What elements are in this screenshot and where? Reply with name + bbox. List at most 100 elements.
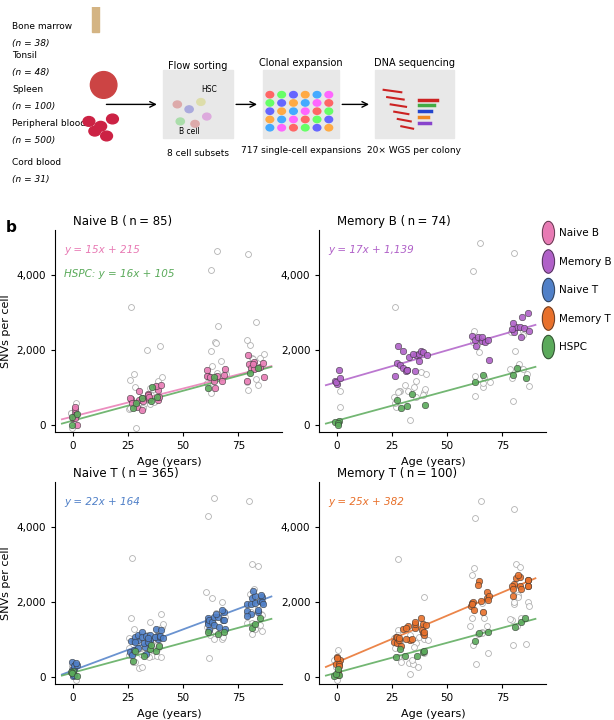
Point [128,657,138,668]
Point [138,402,147,413]
Point [403,620,413,631]
Point [404,657,414,669]
Point [402,364,412,376]
Point [203,510,212,522]
Circle shape [301,100,309,106]
Point [395,402,405,414]
Point [476,495,486,507]
Point [472,658,481,670]
Point [68,666,77,678]
Point [408,348,418,360]
Point [141,641,150,652]
Point [509,578,519,590]
Point [206,629,216,640]
Point [219,626,229,638]
Point [243,349,253,361]
Point [133,642,143,654]
Text: Naive T ( n = 365): Naive T ( n = 365) [74,467,179,480]
Point [213,611,223,623]
Point [404,351,414,363]
Point [421,369,431,380]
Point [139,637,149,649]
Point [217,634,227,645]
Point [478,377,488,388]
Point [154,640,164,652]
Point [154,639,163,651]
Text: HSPC: HSPC [559,342,587,352]
Point [258,358,268,369]
Point [391,401,401,413]
Point [201,586,211,598]
Point [391,301,400,312]
Point [128,649,138,661]
Point [255,361,265,373]
Point [478,369,488,381]
Point [406,654,416,665]
Circle shape [266,100,274,106]
Point [139,397,149,409]
Point [510,345,519,356]
Point [126,397,136,408]
Point [393,625,403,636]
Point [419,633,429,644]
Text: Tonsil: Tonsil [12,51,37,60]
Point [518,311,527,323]
Point [255,352,265,364]
Point [333,419,343,431]
Point [154,631,164,642]
Point [251,316,261,328]
Point [330,376,340,387]
Point [72,670,82,682]
Point [249,585,258,597]
Point [394,387,403,398]
Point [524,600,534,612]
Point [330,670,340,682]
Point [411,392,421,403]
Circle shape [173,101,182,108]
Circle shape [83,117,95,126]
Point [330,416,340,428]
Point [394,633,403,644]
Text: 8 cell subsets: 8 cell subsets [167,148,229,158]
Point [523,580,533,592]
Point [511,321,521,333]
Point [335,654,345,666]
Point [71,657,81,668]
Point [139,650,149,662]
Point [209,618,219,629]
Point [469,563,479,575]
Circle shape [107,114,119,124]
Point [469,325,479,336]
Bar [92,2,99,32]
Point [250,598,260,609]
Point [508,369,518,381]
Point [474,346,484,358]
Point [523,307,533,318]
Point [414,348,424,360]
Point [333,669,343,680]
Point [242,610,252,621]
Point [516,331,526,343]
Point [243,605,252,616]
Point [522,369,532,380]
Point [68,657,77,668]
Point [151,380,161,392]
Text: Naive B ( n = 85): Naive B ( n = 85) [74,215,173,228]
Point [146,395,156,407]
Point [71,409,81,420]
Point [147,382,157,393]
Point [212,370,222,382]
Point [395,359,405,371]
Circle shape [542,250,554,273]
Point [125,374,135,386]
Point [257,597,267,608]
Point [66,407,76,418]
Point [473,580,483,591]
Point [212,245,222,256]
Point [247,623,257,634]
Point [218,614,228,626]
Point [470,370,480,382]
Point [402,400,411,411]
Point [139,396,149,408]
Point [467,569,477,580]
